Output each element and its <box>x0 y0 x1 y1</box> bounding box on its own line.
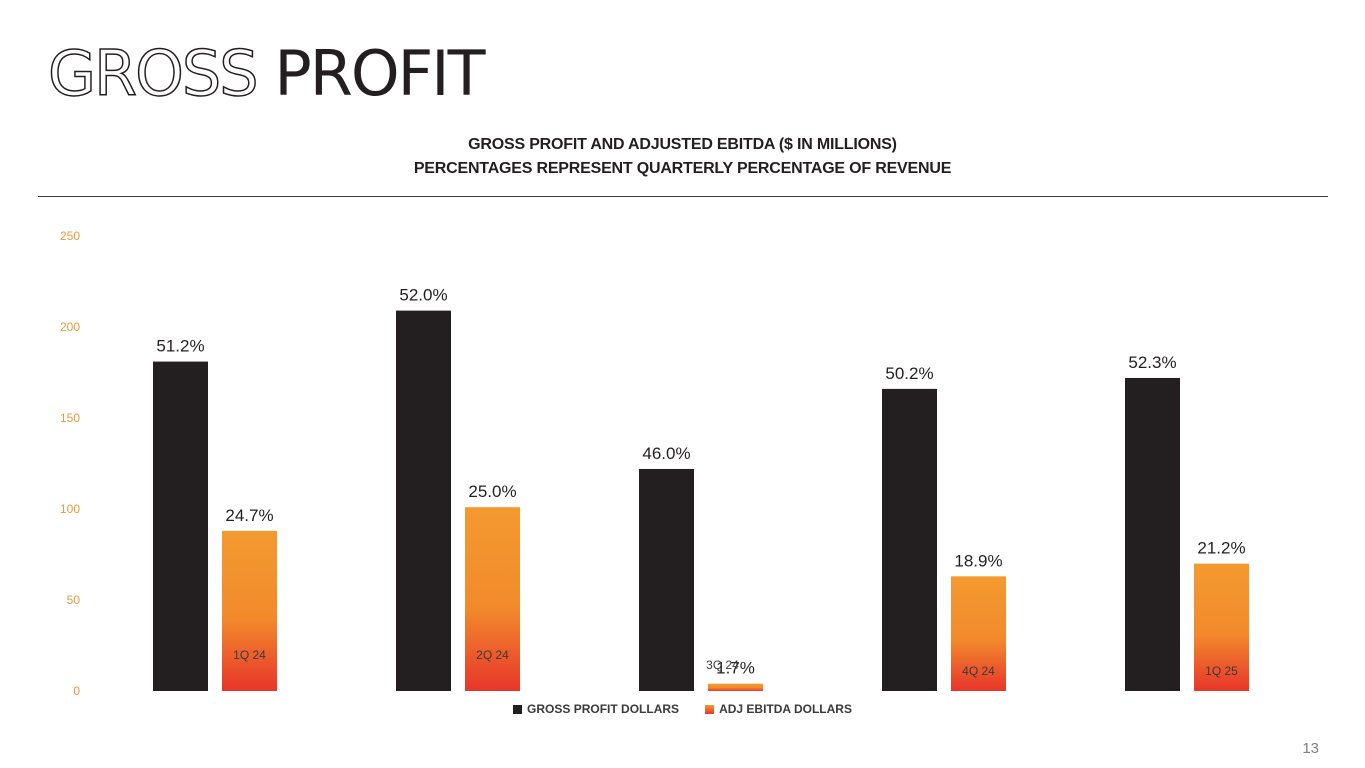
data-label-adj-ebitda: 18.9% <box>954 551 1002 570</box>
bar-adj-ebitda <box>465 507 520 691</box>
legend-swatch-gross-profit <box>513 704 523 714</box>
data-label-gross-profit: 50.2% <box>885 364 933 383</box>
slide-title-solid: PROFIT <box>274 37 485 110</box>
data-label-gross-profit: 51.2% <box>156 337 204 356</box>
bar-adj-ebitda <box>222 530 277 691</box>
data-label-gross-profit: 52.3% <box>1128 353 1176 372</box>
bar-gross-profit <box>1125 377 1180 691</box>
bar-adj-ebitda <box>951 576 1006 691</box>
category-label: 2Q 24 <box>476 648 509 662</box>
legend-swatch-adj-ebitda <box>705 704 715 714</box>
chart-title: GROSS PROFIT AND ADJUSTED EBITDA ($ IN M… <box>468 136 897 153</box>
y-tick-label: 200 <box>60 320 80 334</box>
y-tick-label: 250 <box>60 229 80 243</box>
y-tick-label: 100 <box>60 502 80 516</box>
data-label-adj-ebitda: 21.2% <box>1197 539 1245 558</box>
data-label-adj-ebitda: 25.0% <box>468 482 516 501</box>
data-label-adj-ebitda: 1.7% <box>716 659 755 678</box>
y-tick-label: 0 <box>73 684 80 698</box>
category-label: 4Q 24 <box>962 664 995 678</box>
bar-adj-ebitda <box>708 683 763 691</box>
y-tick-label: 50 <box>67 593 81 607</box>
bar-gross-profit <box>639 468 694 691</box>
slide-title-outline: GROSS <box>47 36 259 111</box>
legend-label-adj-ebitda: ADJ EBITDA DOLLARS <box>719 702 852 716</box>
bar-chart: 0 50 100 150 200 250 51.2% 24.7% 1Q 24 52.0% 25.0… <box>60 229 1249 698</box>
legend-item-adj-ebitda: ADJ EBITDA DOLLARS <box>705 702 852 716</box>
legend: GROSS PROFIT DOLLARS ADJ EBITDA DOLLARS <box>0 702 1365 716</box>
bars <box>153 310 1249 691</box>
data-label-gross-profit: 52.0% <box>399 286 447 305</box>
bar-adj-ebitda <box>1194 563 1249 691</box>
slide-title: GROSS PROFIT <box>47 34 485 114</box>
category-label: 1Q 25 <box>1205 664 1238 678</box>
data-label-gross-profit: 46.0% <box>642 444 690 463</box>
chart-subtitle: PERCENTAGES REPRESENT QUARTERLY PERCENTA… <box>413 160 952 177</box>
data-labels: 51.2% 24.7% 1Q 24 52.0% 25.0% 2Q 24 46.0% 1.7%3… <box>156 286 1245 678</box>
bar-gross-profit <box>882 388 937 691</box>
y-tick-label: 150 <box>60 411 80 425</box>
category-label: 3Q 24 <box>706 658 739 672</box>
legend-label-gross-profit: GROSS PROFIT DOLLARS <box>527 702 680 716</box>
bar-gross-profit <box>396 310 451 691</box>
data-label-adj-ebitda: 24.7% <box>225 506 273 525</box>
page-number: 13 <box>1302 740 1319 757</box>
y-axis: 0 50 100 150 200 250 <box>60 229 80 698</box>
legend-item-gross-profit: GROSS PROFIT DOLLARS <box>513 702 679 716</box>
bar-gross-profit <box>153 361 208 691</box>
category-label: 1Q 24 <box>233 648 266 662</box>
divider-line <box>38 196 1328 197</box>
